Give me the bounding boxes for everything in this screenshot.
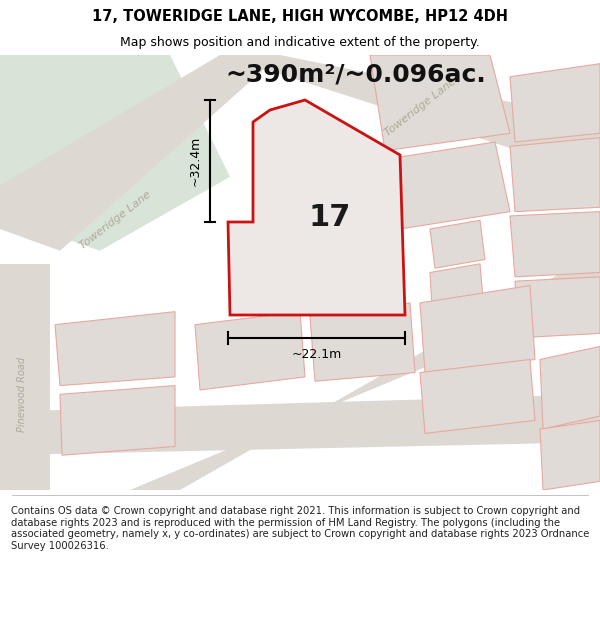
Polygon shape — [370, 55, 510, 151]
Polygon shape — [0, 394, 600, 455]
Polygon shape — [195, 312, 305, 390]
Polygon shape — [430, 264, 483, 308]
Polygon shape — [510, 64, 600, 142]
Text: Toweridge Lane: Toweridge Lane — [77, 189, 152, 251]
Text: Contains OS data © Crown copyright and database right 2021. This information is : Contains OS data © Crown copyright and d… — [11, 506, 589, 551]
Text: 17: 17 — [309, 204, 351, 232]
Text: 17, TOWERIDGE LANE, HIGH WYCOMBE, HP12 4DH: 17, TOWERIDGE LANE, HIGH WYCOMBE, HP12 4… — [92, 9, 508, 24]
Polygon shape — [0, 264, 50, 490]
Text: Pinewood Road: Pinewood Road — [17, 357, 27, 432]
Polygon shape — [310, 303, 415, 381]
Polygon shape — [60, 386, 175, 455]
Text: Map shows position and indicative extent of the property.: Map shows position and indicative extent… — [120, 36, 480, 49]
Text: Toweridge Lane: Toweridge Lane — [382, 76, 458, 138]
Text: ~390m²/~0.096ac.: ~390m²/~0.096ac. — [225, 63, 486, 87]
Polygon shape — [430, 220, 485, 268]
Polygon shape — [100, 251, 600, 490]
Polygon shape — [220, 55, 600, 177]
Polygon shape — [420, 359, 535, 434]
Polygon shape — [55, 312, 175, 386]
Polygon shape — [540, 421, 600, 490]
Polygon shape — [0, 55, 280, 251]
Text: ~22.1m: ~22.1m — [292, 348, 341, 361]
Polygon shape — [0, 55, 230, 251]
Polygon shape — [228, 100, 405, 315]
Polygon shape — [510, 212, 600, 277]
Polygon shape — [515, 277, 600, 338]
Polygon shape — [420, 286, 535, 372]
Text: ~32.4m: ~32.4m — [189, 136, 202, 186]
Polygon shape — [385, 142, 510, 229]
Polygon shape — [510, 138, 600, 212]
Polygon shape — [540, 346, 600, 429]
